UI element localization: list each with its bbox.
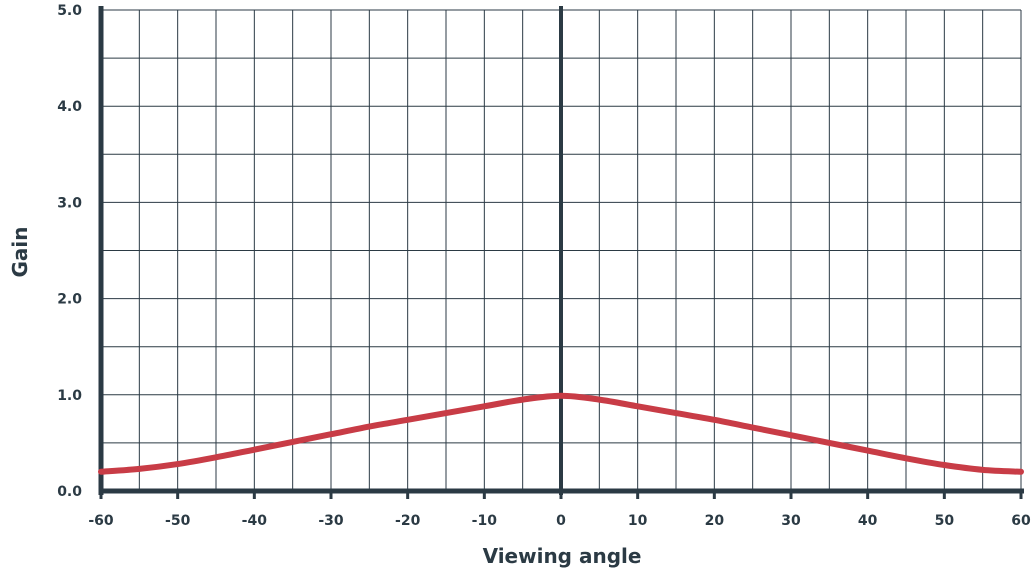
- y-tick-labels: 0.0 1.0 2.0 3.0 4.0 5.0: [57, 3, 82, 500]
- y-tick-label: 5.0: [57, 3, 82, 19]
- x-tick-label: 50: [935, 513, 955, 529]
- x-tick-label: 40: [858, 513, 878, 529]
- gain-series-line: [98, 392, 1024, 475]
- x-axis-title: Viewing angle: [483, 544, 642, 568]
- x-tick-label: -40: [242, 513, 268, 529]
- x-tick-label: 0: [556, 513, 566, 529]
- y-tick-label: 0.0: [57, 484, 82, 500]
- y-tick-label: 3.0: [57, 195, 82, 211]
- x-tick-labels: -60 -50 -40 -30 -20 -10 0 10 20 30 40 50 60: [88, 513, 1031, 529]
- y-axis-title: Gain: [8, 226, 32, 277]
- x-tick-label: -20: [395, 513, 421, 529]
- y-tick-label: 2.0: [57, 292, 82, 308]
- x-tick-label: -50: [165, 513, 191, 529]
- x-tick-label: 60: [1011, 513, 1031, 529]
- x-tick-label: -30: [318, 513, 344, 529]
- y-tick-label: 4.0: [57, 99, 82, 115]
- x-tick-label: 30: [781, 513, 801, 529]
- x-tick-label: -60: [88, 513, 114, 529]
- axes: [98, 6, 1024, 499]
- x-tick-label: 10: [628, 513, 648, 529]
- y-tick-label: 1.0: [57, 388, 82, 404]
- x-tick-label: 20: [705, 513, 725, 529]
- x-tick-label: -10: [472, 513, 498, 529]
- series-layer: [98, 392, 1024, 475]
